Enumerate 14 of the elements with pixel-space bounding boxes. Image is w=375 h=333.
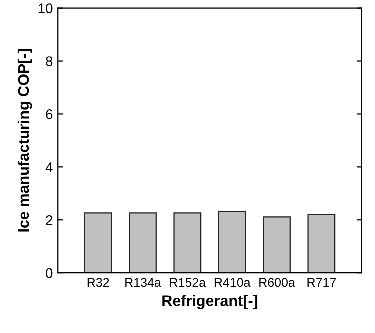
y-tick-label: 8 [46, 56, 53, 66]
y-tick-label: 4 [46, 162, 53, 172]
x-tick-label: R32 [88, 278, 110, 288]
x-tick-label: R152a [170, 278, 206, 288]
y-tick-label: 0 [46, 268, 53, 278]
x-tick-label: R410a [214, 278, 251, 288]
x-axis-title: Refrigerant[-] [162, 295, 258, 310]
y-axis-title: Ice manufacturing COP[-] [18, 49, 32, 232]
x-tick-label: R600a [260, 278, 296, 288]
y-tick-label: 6 [46, 110, 53, 120]
x-tick-label: R717 [308, 278, 336, 287]
y-tick-label: 2 [46, 215, 53, 226]
x-tick-label: R134a [126, 278, 162, 288]
y-tick-label: 10 [38, 4, 53, 14]
